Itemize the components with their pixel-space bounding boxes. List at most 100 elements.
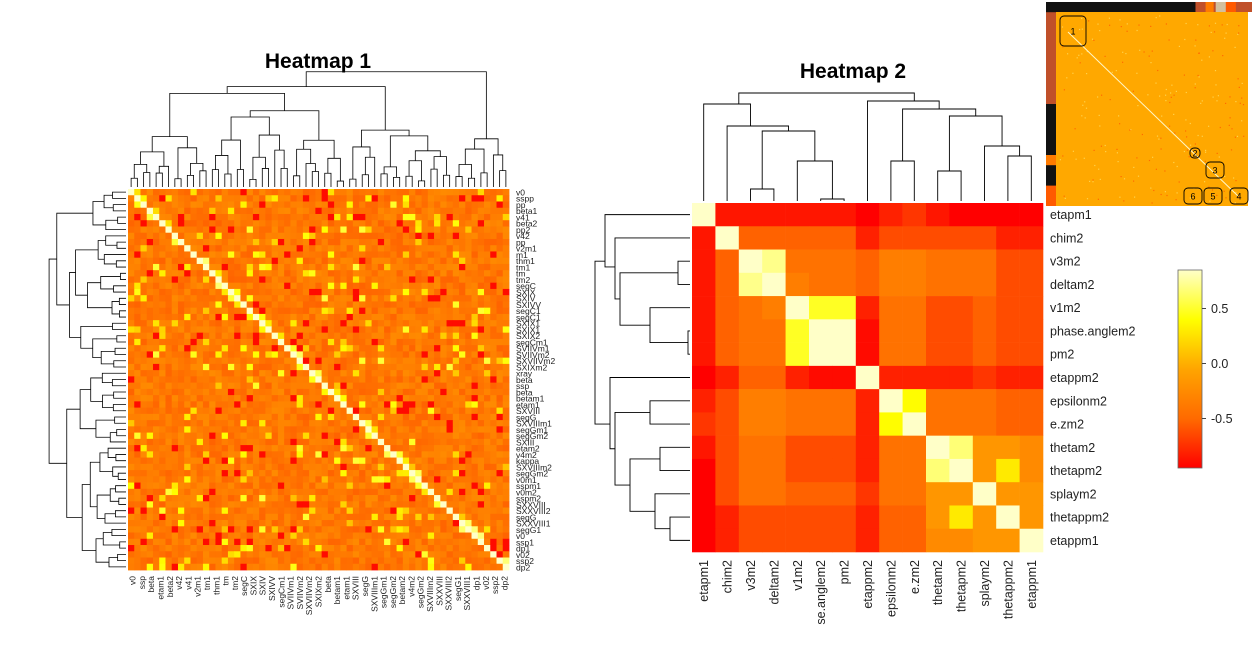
heatmap1-cell [271, 226, 279, 234]
heatmap1-cell [184, 345, 191, 352]
heatmap1-cell [502, 307, 510, 315]
dendrogram-branch [352, 146, 371, 180]
heatmap1-cell [409, 507, 416, 515]
inset-speck [1138, 24, 1140, 26]
heatmap1-cell [146, 532, 154, 540]
heatmap1-cell [265, 445, 273, 452]
heatmap1-cell [284, 538, 291, 546]
heatmap1-cell [252, 295, 260, 302]
heatmap1-cell [152, 376, 160, 384]
heatmap1-cell [128, 232, 135, 240]
heatmap1-cell [165, 376, 173, 384]
heatmap1-cell [502, 488, 510, 496]
heatmap1-cell [159, 395, 166, 402]
heatmap1-cell [165, 345, 173, 352]
heatmap1-cell [259, 382, 266, 390]
heatmap1-cell [196, 526, 204, 533]
heatmap1-cell [134, 338, 141, 346]
heatmap1-cell [321, 445, 329, 452]
heatmap1-cell [409, 426, 416, 433]
heatmap1-cell [490, 232, 497, 240]
heatmap1-cell [227, 463, 235, 471]
heatmap1-cell [346, 532, 354, 540]
heatmap1-cell [327, 213, 335, 221]
heatmap1-cell [440, 438, 447, 446]
heatmap1-cell [396, 363, 404, 371]
heatmap1-cell [271, 282, 279, 290]
heatmap1-cell [315, 201, 323, 209]
heatmap1-cell [334, 338, 341, 346]
heatmap1-cell [415, 251, 422, 259]
heatmap1-cell [327, 488, 335, 496]
heatmap1-cell [409, 563, 416, 571]
heatmap1-cell [334, 432, 341, 440]
inset-speck [1214, 22, 1217, 24]
dendrogram-branch [609, 377, 690, 450]
heatmap1-col-label: SXVIIIm2 [425, 576, 435, 612]
heatmap1-cell [427, 488, 435, 496]
heatmap1-cell [152, 220, 160, 227]
heatmap1-cell [340, 476, 348, 483]
heatmap1-cell [484, 526, 491, 533]
heatmap1-cell [446, 551, 454, 558]
heatmap1-cell [309, 420, 316, 427]
heatmap1-cell [396, 201, 404, 209]
dendrogram-branch [116, 241, 126, 249]
inset-speck [1217, 95, 1219, 97]
heatmap1-cell [209, 388, 216, 396]
heatmap1-cell [159, 282, 166, 290]
heatmap1-cell [365, 263, 372, 271]
heatmap1-cell [502, 245, 510, 252]
heatmap1-cell [152, 451, 160, 458]
heatmap1-cell [246, 426, 254, 433]
heatmap1-cell [134, 320, 141, 327]
heatmap1-cell [421, 520, 429, 527]
heatmap2-cell [996, 203, 1020, 227]
heatmap1-cell [221, 482, 229, 490]
heatmap1-cell [371, 307, 379, 315]
heatmap1-cell [128, 463, 135, 471]
heatmap1-cell [309, 451, 316, 458]
dendrogram-branch [155, 172, 163, 187]
heatmap1-cell [221, 557, 229, 565]
heatmap1-cell [290, 270, 298, 277]
heatmap1-cell [140, 382, 148, 390]
heatmap1-cell [259, 270, 266, 277]
heatmap1-cell [221, 495, 229, 502]
heatmap1-cell [446, 232, 454, 240]
heatmap2-cell [809, 249, 833, 274]
heatmap1-cell [234, 476, 241, 483]
heatmap1-cell [452, 395, 460, 402]
heatmap1-cell [452, 326, 460, 334]
heatmap1-cell [265, 545, 273, 552]
heatmap2-cell [996, 412, 1020, 436]
heatmap1-cell [265, 226, 273, 234]
heatmap1-cell [277, 295, 285, 302]
inset-speck [1242, 104, 1245, 106]
heatmap1-cell [415, 457, 422, 465]
heatmap1-cell [434, 445, 441, 452]
heatmap1-cell [484, 538, 491, 546]
dendrogram-branch [654, 493, 690, 530]
heatmap1-cell [390, 388, 397, 396]
heatmap1-cell [359, 363, 366, 371]
heatmap1-cell [284, 432, 291, 440]
heatmap1-cell [259, 195, 266, 202]
heatmap1-cell [334, 295, 341, 302]
heatmap1-cell [390, 363, 397, 371]
heatmap1-cell [440, 407, 447, 415]
heatmap2-cell [1019, 458, 1044, 483]
heatmap1-cell [240, 288, 248, 296]
heatmap1-cell [484, 495, 491, 502]
heatmap1-cell [128, 432, 135, 440]
heatmap1-cell [471, 395, 479, 402]
heatmap1-cell [202, 501, 210, 508]
heatmap1-cell [171, 520, 179, 527]
heatmap1-cell [334, 451, 341, 458]
heatmap1-cell [215, 495, 223, 502]
heatmap1-cell [184, 420, 191, 427]
heatmap1-cell [227, 495, 235, 502]
heatmap1-cell [240, 538, 248, 546]
heatmap1-cell [371, 382, 379, 390]
heatmap1-cell [171, 457, 179, 465]
